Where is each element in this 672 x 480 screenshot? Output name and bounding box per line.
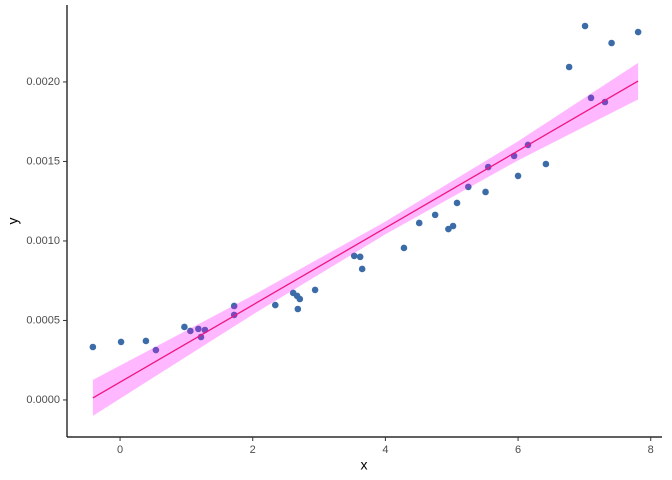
point bbox=[296, 295, 304, 303]
point bbox=[514, 172, 522, 180]
fit-line bbox=[92, 80, 639, 399]
x-tick-label: 6 bbox=[515, 444, 521, 456]
point bbox=[294, 305, 302, 313]
x-tick-label: 2 bbox=[250, 444, 256, 456]
point bbox=[89, 343, 97, 351]
point bbox=[587, 94, 595, 102]
point bbox=[195, 325, 202, 333]
point bbox=[431, 211, 439, 219]
x-tick-label: 8 bbox=[648, 444, 654, 456]
y-tick-label: 0.0015 bbox=[26, 155, 60, 167]
point bbox=[449, 222, 457, 230]
point bbox=[400, 244, 408, 252]
x-axis-title: x bbox=[361, 457, 368, 473]
point bbox=[356, 253, 364, 261]
point bbox=[271, 301, 279, 309]
point bbox=[415, 219, 423, 227]
point bbox=[152, 346, 160, 354]
y-tick-label: 0.0010 bbox=[26, 235, 60, 247]
point bbox=[565, 63, 573, 71]
point bbox=[581, 22, 589, 30]
point bbox=[601, 98, 609, 106]
y-tick-label: 0.0000 bbox=[26, 394, 60, 406]
y-tick-label: 0.0020 bbox=[26, 76, 60, 88]
point bbox=[482, 188, 489, 196]
y-tick-label: 0.0005 bbox=[26, 314, 60, 326]
point bbox=[465, 183, 472, 191]
point bbox=[230, 302, 238, 310]
point bbox=[634, 28, 642, 36]
point bbox=[358, 265, 366, 273]
point bbox=[350, 252, 358, 260]
point bbox=[142, 337, 150, 345]
y-axis-title: y bbox=[5, 218, 21, 225]
x-tick-label: 0 bbox=[117, 444, 123, 456]
point bbox=[117, 338, 125, 346]
point bbox=[608, 39, 615, 47]
point bbox=[311, 286, 319, 294]
point bbox=[181, 323, 188, 331]
point bbox=[187, 327, 194, 335]
point bbox=[542, 160, 550, 168]
x-tick-label: 4 bbox=[382, 444, 388, 456]
point bbox=[453, 199, 461, 207]
